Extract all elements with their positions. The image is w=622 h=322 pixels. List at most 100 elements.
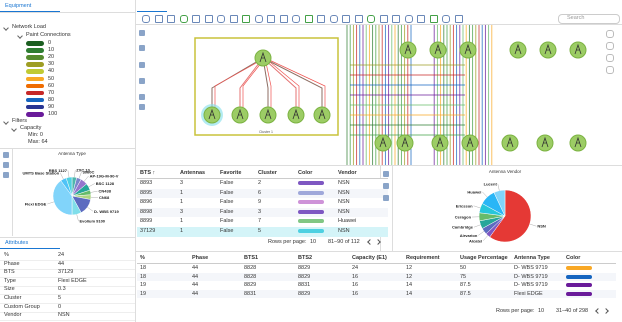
toolbar-button[interactable] <box>217 15 225 23</box>
toolbar-button[interactable] <box>292 15 300 23</box>
toolbar-button[interactable] <box>267 15 275 23</box>
color-swatch <box>298 209 324 214</box>
leader-line <box>478 231 485 236</box>
antenna-icon <box>436 136 444 148</box>
side-icon[interactable] <box>3 162 9 168</box>
canvas-tool[interactable] <box>139 30 145 36</box>
table-row[interactable] <box>137 264 616 273</box>
column-header[interactable]: Vendor <box>338 170 357 176</box>
toolbar-button[interactable] <box>242 15 250 23</box>
nav-control[interactable] <box>606 54 614 62</box>
link <box>262 57 269 113</box>
table-row[interactable] <box>137 281 616 290</box>
column-header[interactable]: Phase <box>192 255 209 261</box>
search-placeholder[interactable]: Search <box>567 15 585 21</box>
column-header[interactable]: % <box>140 255 145 261</box>
toolbar-button[interactable] <box>342 15 350 23</box>
toolbar-button[interactable] <box>442 15 450 23</box>
column-header[interactable]: Requirement <box>406 255 440 261</box>
canvas-tool[interactable] <box>139 45 145 51</box>
search-box[interactable] <box>558 14 620 24</box>
toolbar-button[interactable] <box>417 15 425 23</box>
rows-per-page[interactable]: 10 <box>538 308 545 314</box>
toolbar-button[interactable] <box>204 15 213 23</box>
toolbar-button[interactable] <box>304 15 313 23</box>
attr-key: Cluster <box>4 295 22 301</box>
canvas-tool[interactable] <box>139 78 145 84</box>
antenna-icon <box>318 108 326 120</box>
toolbar-button[interactable] <box>279 15 288 23</box>
canvas-tool[interactable] <box>139 94 145 100</box>
toolbar-button[interactable] <box>454 15 463 23</box>
toolbar-button[interactable] <box>379 15 388 23</box>
side-icon[interactable] <box>383 195 389 201</box>
side-icon[interactable] <box>383 183 389 189</box>
nav-control[interactable] <box>606 30 614 38</box>
legend-label: 90 <box>48 103 55 110</box>
nav-control[interactable] <box>606 42 614 50</box>
color-swatch <box>566 266 592 270</box>
column-header[interactable]: Color <box>298 170 313 176</box>
column-header[interactable]: Capacity (E1) <box>352 255 387 261</box>
side-icon[interactable] <box>3 152 9 158</box>
side-icon[interactable] <box>3 172 9 178</box>
toolbar-button[interactable] <box>167 15 175 23</box>
tree-item[interactable]: Paint Connections <box>26 32 71 38</box>
rows-per-page[interactable]: 10 <box>310 239 317 245</box>
toolbar-button[interactable] <box>254 15 263 23</box>
canvas-tool[interactable] <box>139 62 145 68</box>
column-header[interactable]: Antennas <box>180 170 206 176</box>
table-row[interactable] <box>137 227 388 237</box>
table-row[interactable] <box>137 198 388 208</box>
toolbar-button[interactable] <box>367 15 375 23</box>
tree-item[interactable]: Network Load <box>12 24 46 30</box>
toolbar-button[interactable] <box>329 15 338 23</box>
page-next[interactable] <box>603 308 609 314</box>
link <box>262 57 323 113</box>
table-row[interactable] <box>137 188 388 199</box>
toolbar-button[interactable] <box>154 15 163 23</box>
column-header[interactable]: Favorite <box>220 170 242 176</box>
equipment-tab[interactable]: Equipment <box>5 3 32 9</box>
tree-item[interactable]: Capacity <box>20 125 42 131</box>
legend-swatch <box>26 55 44 60</box>
toolbar-button[interactable] <box>142 15 150 23</box>
table-row[interactable] <box>137 217 388 227</box>
toolbar-button[interactable] <box>404 15 413 23</box>
table-row[interactable] <box>137 207 388 218</box>
column-header[interactable]: Usage Percentage <box>460 255 508 261</box>
toolbar-button[interactable] <box>354 15 363 23</box>
side-icon[interactable] <box>383 171 389 177</box>
column-header[interactable]: Antenna Type <box>514 255 550 261</box>
tree-item: Min: 0 <box>28 132 43 138</box>
legend-swatch <box>26 76 44 81</box>
column-header[interactable]: BTS1 <box>244 255 259 261</box>
toolbar-button[interactable] <box>317 15 325 23</box>
tree-item[interactable]: Filters <box>12 118 27 124</box>
toolbar-button[interactable] <box>179 15 188 23</box>
column-header[interactable]: BTS ↑ <box>140 170 156 176</box>
attributes-tab[interactable]: Attributes <box>5 240 29 246</box>
legend-label: 80 <box>48 96 55 103</box>
table-row[interactable] <box>137 289 616 299</box>
toolbar-button[interactable] <box>392 15 400 23</box>
toolbar-button[interactable] <box>192 15 200 23</box>
table-cell: 12 <box>406 273 413 280</box>
table-cell: 18 <box>140 265 147 271</box>
table-cell: False <box>220 218 234 225</box>
toolbar-button[interactable] <box>229 15 238 23</box>
page-range: 31–40 of 298 <box>556 308 589 314</box>
table-row[interactable] <box>137 272 616 282</box>
page-prev[interactable] <box>367 239 373 245</box>
toolbar-button[interactable] <box>429 15 438 23</box>
page-prev[interactable] <box>595 308 601 314</box>
nav-control[interactable] <box>606 66 614 74</box>
table-row[interactable] <box>137 179 388 189</box>
column-header[interactable]: Color <box>566 255 581 261</box>
canvas-tool[interactable] <box>139 104 145 110</box>
column-header[interactable]: BTS2 <box>298 255 313 261</box>
leader-line <box>529 223 537 227</box>
left-panel <box>0 0 136 322</box>
column-header[interactable]: Cluster <box>258 170 277 176</box>
slice-label: D- WBS 9719 <box>94 209 119 214</box>
